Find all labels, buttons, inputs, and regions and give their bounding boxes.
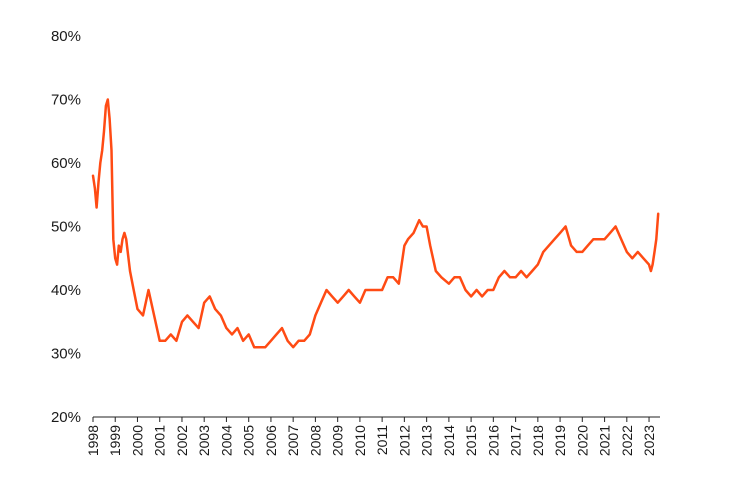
x-tick-label: 2023: [641, 425, 657, 456]
x-tick-label: 2008: [307, 425, 323, 456]
x-tick-label: 2005: [241, 425, 257, 456]
y-tick-label: 40%: [51, 282, 81, 299]
x-tick-label: 2006: [263, 425, 279, 456]
x-tick-label: 2015: [463, 425, 479, 456]
x-tick-label: 2020: [574, 425, 590, 456]
x-tick-label: 1999: [107, 425, 123, 456]
x-tick-label: 2004: [218, 425, 234, 456]
plot-area: [91, 98, 660, 349]
y-tick-label: 60%: [51, 155, 81, 172]
series-line-0: [91, 98, 660, 349]
x-tick-label: 2010: [352, 425, 368, 456]
x-tick-label: 2018: [530, 425, 546, 456]
x-tick-label: 2016: [485, 425, 501, 456]
x-tick-label: 2003: [196, 425, 212, 456]
y-tick-label: 50%: [51, 219, 81, 236]
y-tick-label: 80%: [51, 28, 81, 45]
x-tick-label: 2021: [597, 425, 613, 456]
x-tick-label: 2002: [174, 425, 190, 456]
x-tick-label: 2019: [552, 425, 568, 456]
y-tick-label: 70%: [51, 92, 81, 109]
x-tick-label: 2022: [619, 425, 635, 456]
x-tick-label: 2009: [330, 425, 346, 456]
y-tick-label: 20%: [51, 409, 81, 426]
x-tick-label: 2017: [508, 425, 524, 456]
x-tick-label: 2012: [396, 425, 412, 456]
x-tick-label: 2001: [152, 425, 168, 456]
y-tick-label: 30%: [51, 346, 81, 363]
x-tick-label: 2007: [285, 425, 301, 456]
x-axis: 1998 1999 2000 2001 2002 2003 2004 2005 2006 2007…: [85, 416, 660, 456]
x-tick-label: 1998: [85, 425, 101, 456]
x-tick-label: 2000: [129, 425, 145, 456]
x-tick-label: 2014: [441, 425, 457, 456]
x-tick-label: 2011: [374, 425, 390, 455]
y-axis-ticks: 20% 30% 40% 50% 60% 70% 80%: [51, 28, 81, 426]
x-tick-label: 2013: [419, 425, 435, 456]
